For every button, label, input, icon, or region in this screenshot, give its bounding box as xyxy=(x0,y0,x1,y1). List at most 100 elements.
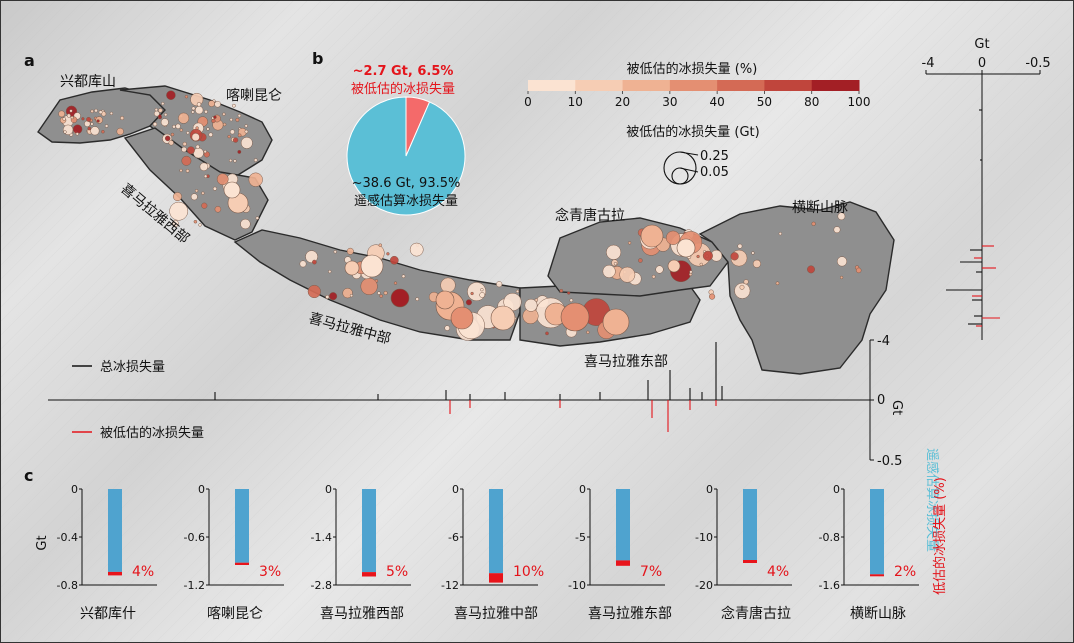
pie-main-desc: 遥感估算冰损失量 xyxy=(354,193,458,209)
glacier-bubble-157 xyxy=(325,294,330,300)
glacier-bubble-31 xyxy=(62,117,66,121)
glacier-bubble-15 xyxy=(120,116,125,121)
bottom-axis-tick-0: -4 xyxy=(877,334,890,349)
glacier-bubble-94 xyxy=(182,141,187,147)
glacier-bubble-269 xyxy=(223,181,241,199)
glacier-bubble-27 xyxy=(101,129,105,134)
right-axis-tick-2: -0.5 xyxy=(1025,56,1050,71)
glacier-bubble-68 xyxy=(179,128,183,132)
glacier-bubble-59 xyxy=(191,106,196,111)
region-label-hengduan: 横断山脉 xyxy=(792,200,848,216)
bar-1-name: 喀喇昆仑 xyxy=(207,606,263,622)
glacier-bubble-171 xyxy=(467,282,487,302)
bar-2-sensed xyxy=(362,489,376,573)
glacier-bubble-278 xyxy=(640,224,664,248)
glacier-bubble-52 xyxy=(170,132,175,137)
glacier-bubble-250 xyxy=(752,259,761,268)
glacier-bubble-273 xyxy=(450,306,474,330)
glacier-bubble-26 xyxy=(58,110,65,118)
size-legend-leader-large xyxy=(679,151,699,156)
pie-under-label: ~2.7 Gt, 6.5% xyxy=(353,64,454,79)
bar-6-under xyxy=(870,574,884,577)
pie-main-label: ~38.6 Gt, 93.5% xyxy=(352,176,461,191)
bar-4-tick-0: 0 xyxy=(579,483,586,496)
glacier-bubble-235 xyxy=(665,230,681,245)
glacier-bubble-87 xyxy=(213,115,217,119)
region-label-nyainqentanglha: 念青唐古拉 xyxy=(555,207,625,224)
glacier-bubble-276 xyxy=(560,302,590,332)
glacier-bubble-147 xyxy=(389,255,399,265)
bar-2-tick-0: 0 xyxy=(325,483,332,496)
colorbar: 0 10 20 30 40 50 80 100 xyxy=(524,80,870,109)
glacier-bubble-37 xyxy=(63,130,67,134)
glacier-bubble-203 xyxy=(559,288,564,293)
bar-2-name: 喜马拉雅西部 xyxy=(320,606,404,622)
glacier-bubble-63 xyxy=(237,149,242,154)
size-legend-title: 被低估的冰损失量 (Gt) xyxy=(626,124,759,140)
glacier-bubble-262 xyxy=(807,265,815,274)
glacier-bubble-114 xyxy=(181,155,192,166)
glacier-bubble-101 xyxy=(191,110,195,114)
bottom-axis-tick-2: -0.5 xyxy=(877,454,902,469)
glacier-bubble-243 xyxy=(699,262,703,267)
size-legend-leader-small xyxy=(679,167,699,173)
glacier-bubble-266 xyxy=(778,232,782,236)
glacier-bubble-228 xyxy=(627,241,632,245)
bar-3-pct: 10% xyxy=(513,564,544,580)
colorbar-swatch-4 xyxy=(717,80,765,91)
bar-2-pct: 5% xyxy=(386,564,408,580)
bar-6-pct: 2% xyxy=(894,564,916,580)
bar-5-sensed xyxy=(743,489,757,560)
bar-4-tick-2: -10 xyxy=(568,579,586,592)
glacier-bubble-280 xyxy=(667,259,681,273)
glacier-bubble-167 xyxy=(401,274,406,279)
colorbar-tick-5: 50 xyxy=(757,95,772,109)
bottom-profile-chart xyxy=(48,339,874,461)
glacier-bubble-102 xyxy=(222,112,226,116)
glacier-bubble-50 xyxy=(172,124,176,129)
colorbar-swatch-0 xyxy=(528,80,576,91)
glacier-bubble-69 xyxy=(244,129,249,134)
bottom-axis-tick-1: 0 xyxy=(877,393,885,408)
glacier-bubble-7 xyxy=(84,120,91,127)
panel-c-bars xyxy=(79,488,919,586)
glacier-bubble-263 xyxy=(775,281,780,286)
glacier-bubble-88 xyxy=(208,100,215,107)
glacier-bubble-28 xyxy=(69,109,73,113)
glacier-bubble-99 xyxy=(227,134,231,139)
glacier-bubble-161 xyxy=(349,293,354,298)
glacier-bubble-210 xyxy=(534,298,539,302)
glacier-bubble-251 xyxy=(739,284,745,290)
glacier-bubble-97 xyxy=(211,118,216,124)
bar-3-name: 喜马拉雅中部 xyxy=(454,606,538,622)
glacier-bubble-54 xyxy=(232,103,236,108)
region-hengduan xyxy=(698,201,895,375)
glacier-bubble-100 xyxy=(160,118,169,127)
glacier-bubble-39 xyxy=(86,116,92,122)
glacier-bubble-146 xyxy=(415,297,420,301)
glacier-bubble-65 xyxy=(164,135,171,142)
glacier-bubble-136 xyxy=(179,168,183,173)
panel-label-b: b xyxy=(312,49,323,68)
bar-3-tick-1: -6 xyxy=(448,531,459,544)
glacier-bubble-267 xyxy=(855,267,862,274)
glacier-bubble-163 xyxy=(393,281,398,285)
colorbar-tick-1: 10 xyxy=(568,95,583,109)
glacier-bubble-178 xyxy=(496,281,503,288)
glacier-bubble-261 xyxy=(836,256,848,267)
glacier-bubble-257 xyxy=(730,252,739,261)
panel-c-side-label-blue: 遥感估算冰损失量 xyxy=(924,448,940,552)
glacier-bubble-85 xyxy=(232,137,239,143)
bar-1-pct: 3% xyxy=(259,564,281,580)
pie-slice-main xyxy=(346,96,466,216)
glacier-bubble-19 xyxy=(116,127,124,136)
glacier-bubble-117 xyxy=(190,193,198,201)
glacier-bubble-84 xyxy=(166,90,176,100)
glacier-bubble-155 xyxy=(333,250,337,254)
bar-6-tick-0: 0 xyxy=(833,483,840,496)
glacier-bubble-91 xyxy=(203,149,207,154)
glacier-bubble-253 xyxy=(751,251,755,255)
glacier-bubble-214 xyxy=(651,274,656,279)
glacier-bubble-209 xyxy=(545,331,549,336)
pie-under-desc: 被低估的冰损失量 xyxy=(351,81,455,97)
